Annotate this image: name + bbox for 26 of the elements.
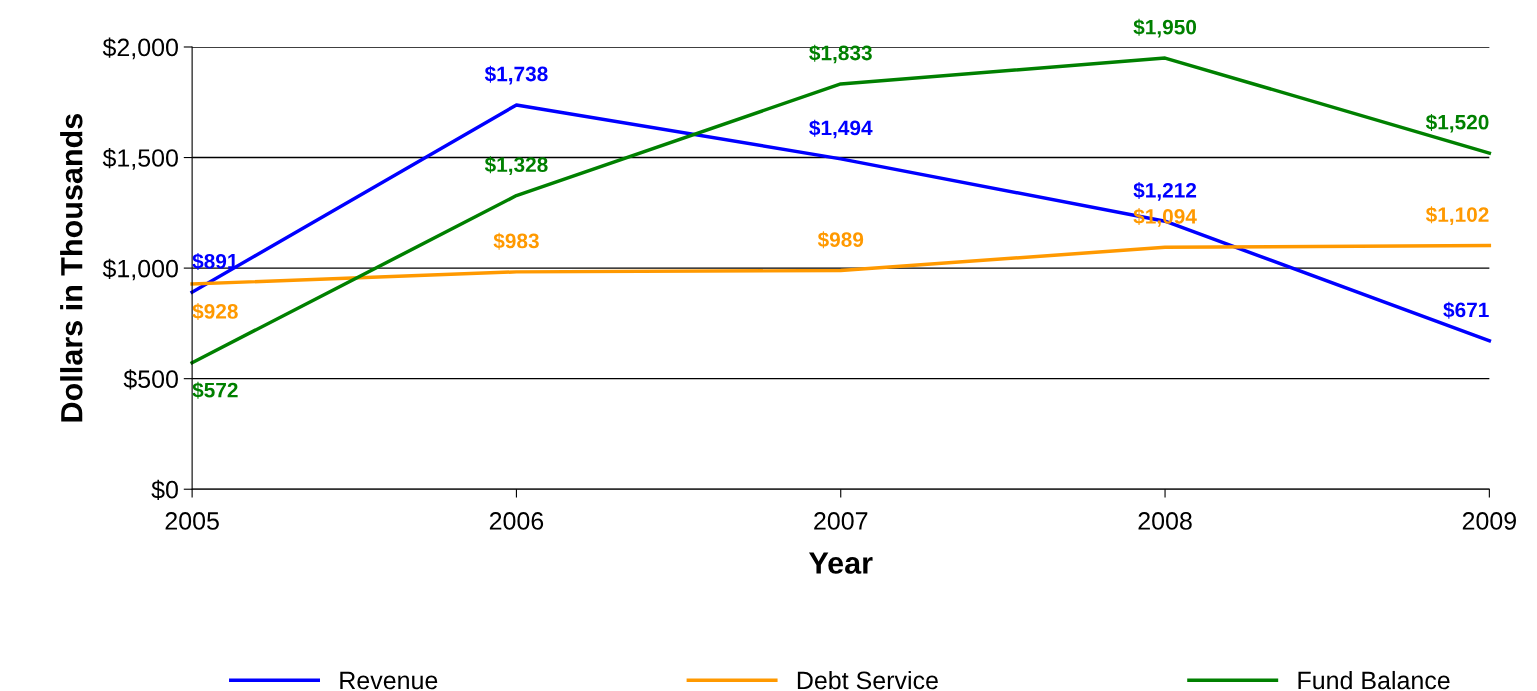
y-tick-label: $500 xyxy=(123,369,178,390)
data-label: $1,738 xyxy=(484,65,548,85)
x-tick-label: 2009 xyxy=(1462,512,1516,530)
data-label: $1,102 xyxy=(1425,206,1489,226)
y-axis-title: Dollars in Thousands xyxy=(60,114,83,422)
data-label: $983 xyxy=(493,232,539,250)
data-label: $1,494 xyxy=(809,119,873,139)
legend-label: Debt Service xyxy=(797,670,938,690)
y-tick-label: $1,000 xyxy=(102,258,178,281)
x-tick-label: 2007 xyxy=(814,512,868,530)
y-tick-label: $0 xyxy=(151,479,178,501)
x-axis-title: Year xyxy=(808,552,873,574)
data-label: $1,328 xyxy=(484,156,548,176)
y-tick-label: $1,500 xyxy=(102,148,178,170)
data-label: $1,950 xyxy=(1133,18,1197,38)
legend-label: Revenue xyxy=(340,671,438,690)
data-label: $1,212 xyxy=(1133,182,1197,201)
data-label: $1,520 xyxy=(1425,113,1489,133)
x-tick-label: 2005 xyxy=(165,512,219,530)
x-tick-label: 2008 xyxy=(1138,512,1192,530)
x-tick-label: 2006 xyxy=(489,512,544,530)
legend-label: Fund Balance xyxy=(1298,670,1450,690)
data-label: $1,833 xyxy=(809,44,872,64)
y-tick-label: $2,000 xyxy=(102,37,178,60)
data-label: $671 xyxy=(1443,301,1489,319)
data-label: $989 xyxy=(817,231,864,249)
